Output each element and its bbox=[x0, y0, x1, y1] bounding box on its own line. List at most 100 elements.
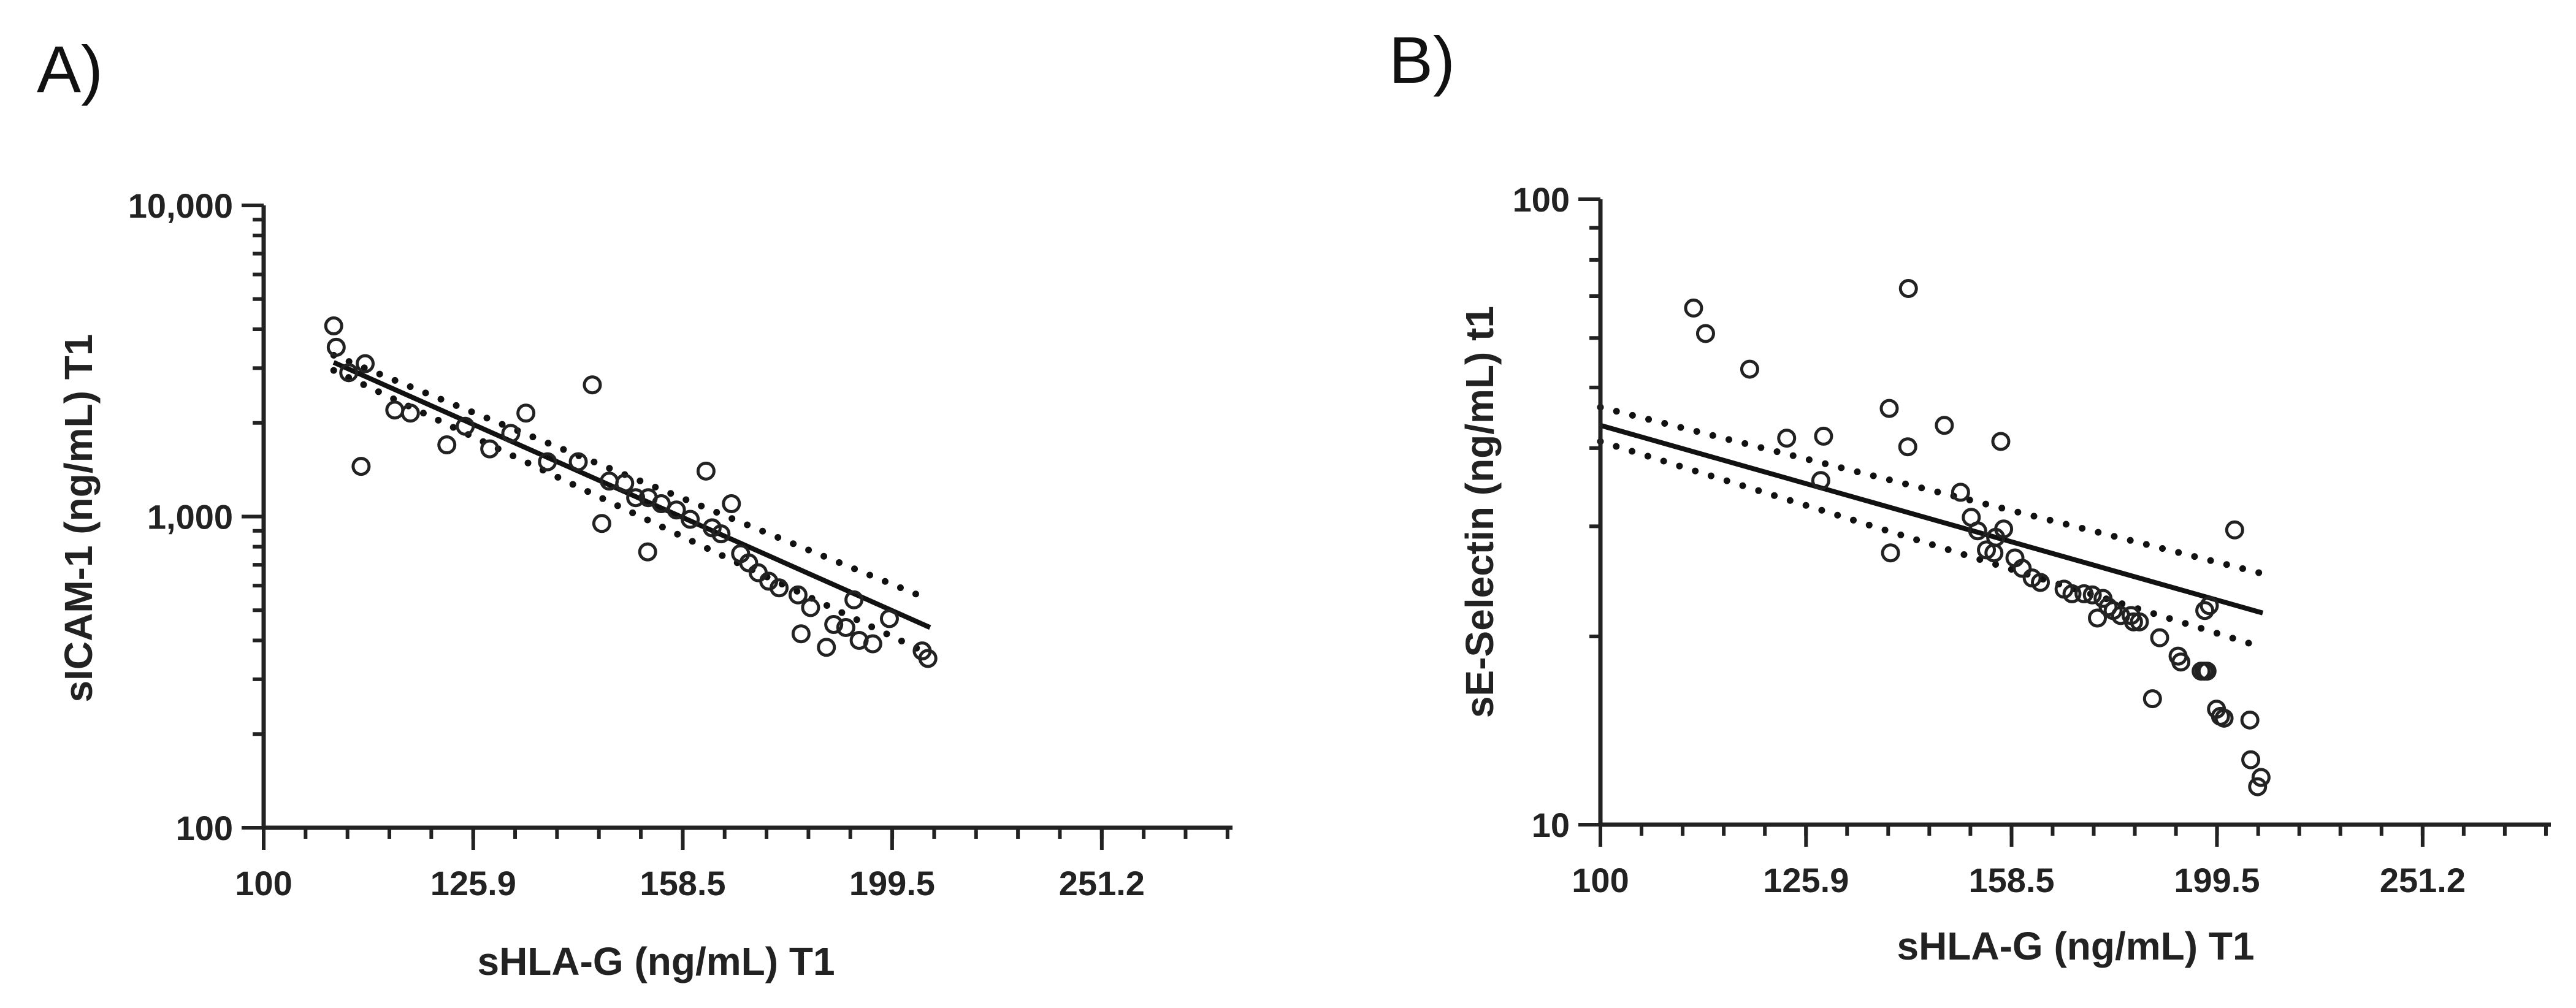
data-point-b bbox=[1994, 519, 2014, 539]
data-point-b bbox=[2142, 689, 2162, 709]
chart-panel-a: A) 100 125.9 158.5 199.5 251.2 100 1,000 10,000… bbox=[37, 32, 1233, 983]
data-point-a bbox=[626, 488, 646, 508]
data-point-b bbox=[1968, 521, 1987, 541]
data-point-b bbox=[2197, 662, 2217, 681]
panel-label-a: A) bbox=[37, 32, 103, 106]
x-tick-label-a: 199.5 bbox=[849, 864, 935, 903]
y-tick-label-b: 10 bbox=[1532, 806, 1570, 844]
confidence-band-a bbox=[330, 351, 934, 659]
data-point-a bbox=[791, 624, 811, 644]
y-axis-title-a: sICAM-1 (ng/mL) T1 bbox=[56, 334, 101, 703]
data-point-b bbox=[2241, 750, 2261, 769]
data-point-a bbox=[722, 494, 741, 513]
data-point-a bbox=[739, 553, 759, 573]
data-point-a bbox=[863, 634, 882, 654]
data-point-b bbox=[1814, 426, 1833, 446]
fit-line-b bbox=[1599, 422, 2264, 616]
data-point-a bbox=[801, 598, 820, 617]
data-point-a bbox=[770, 578, 789, 598]
data-point-a bbox=[696, 461, 716, 481]
data-point-a bbox=[385, 400, 405, 420]
data-point-b bbox=[1811, 471, 1830, 491]
data-point-b bbox=[2248, 777, 2268, 796]
data-point-a bbox=[480, 439, 500, 459]
y-tick-label-a: 1,000 bbox=[147, 498, 233, 536]
x-tick-label-b: 199.5 bbox=[2174, 861, 2260, 899]
x-tick-label-b: 158.5 bbox=[1968, 861, 2054, 899]
data-point-b bbox=[2251, 768, 2271, 787]
data-point-b bbox=[2031, 573, 2050, 592]
x-tick-label-a: 158.5 bbox=[640, 864, 725, 903]
ci-lower-line-b bbox=[1597, 438, 2266, 651]
fit-line-group-a bbox=[332, 360, 931, 630]
panel-label-b: B) bbox=[1389, 23, 1455, 97]
data-point-a bbox=[788, 585, 808, 605]
data-point-a bbox=[326, 337, 346, 357]
data-point-b bbox=[2062, 584, 2082, 603]
confidence-band-b bbox=[1597, 403, 2266, 651]
fit-line-a bbox=[332, 360, 931, 630]
fit-line-group-b bbox=[1599, 422, 2264, 616]
data-point-b bbox=[1898, 279, 1918, 299]
data-point-b bbox=[1684, 298, 1703, 318]
data-point-b bbox=[2123, 612, 2143, 632]
data-points-b bbox=[1684, 279, 2271, 796]
data-point-a bbox=[638, 542, 657, 562]
data-point-b bbox=[1879, 399, 1899, 418]
data-point-a bbox=[711, 524, 731, 544]
ci-upper-line-b bbox=[1597, 403, 2266, 578]
data-point-b bbox=[2200, 596, 2219, 616]
data-point-a bbox=[351, 457, 371, 476]
data-point-a bbox=[681, 510, 700, 529]
data-point-a bbox=[651, 494, 671, 513]
data-point-a bbox=[844, 590, 864, 609]
data-point-b bbox=[2012, 559, 2032, 578]
data-point-a bbox=[324, 316, 343, 336]
x-tick-label-a: 100 bbox=[235, 864, 292, 903]
data-point-a bbox=[400, 403, 420, 423]
data-point-b bbox=[2225, 520, 2244, 540]
x-tick-label-a: 251.2 bbox=[1059, 864, 1145, 903]
data-point-a bbox=[501, 424, 521, 443]
data-point-a bbox=[516, 403, 536, 423]
y-tick-label-b: 100 bbox=[1513, 180, 1570, 219]
data-point-b bbox=[1951, 483, 1970, 502]
data-point-a bbox=[615, 473, 635, 493]
y-tick-label-a: 10,000 bbox=[128, 186, 233, 225]
data-point-a bbox=[339, 363, 359, 383]
data-point-a bbox=[918, 649, 938, 668]
data-point-b bbox=[1991, 432, 2011, 451]
data-point-b bbox=[1740, 359, 1759, 379]
data-point-b bbox=[1935, 416, 1954, 435]
data-point-b bbox=[1898, 437, 1917, 457]
data-point-a bbox=[836, 617, 855, 637]
x-axis-title-a: sHLA-G (ng/mL) T1 bbox=[477, 939, 835, 983]
data-point-a bbox=[824, 614, 844, 634]
data-point-b bbox=[1881, 543, 1900, 563]
data-point-a bbox=[817, 638, 836, 657]
x-axis-title-b: sHLA-G (ng/mL) T1 bbox=[1897, 924, 2254, 968]
x-tick-label-b: 125.9 bbox=[1763, 861, 1849, 899]
data-point-a bbox=[437, 435, 457, 455]
data-point-b bbox=[1777, 429, 1797, 448]
x-tick-label-b: 251.2 bbox=[2380, 861, 2466, 899]
axes-a: 100 125.9 158.5 199.5 251.2 100 1,000 10,000 bbox=[128, 186, 1233, 903]
data-point-b bbox=[2150, 628, 2169, 647]
data-point-a bbox=[583, 375, 602, 395]
data-point-b bbox=[1695, 324, 1715, 343]
data-points-a bbox=[324, 316, 938, 668]
data-point-a bbox=[568, 452, 588, 472]
x-tick-label-b: 100 bbox=[1572, 861, 1629, 899]
data-point-a bbox=[356, 354, 375, 373]
data-point-b bbox=[2195, 601, 2215, 620]
data-point-b bbox=[2171, 652, 2191, 672]
data-point-b bbox=[2240, 710, 2260, 730]
data-point-a bbox=[456, 416, 475, 436]
y-tick-label-a: 100 bbox=[176, 809, 233, 847]
data-point-a bbox=[667, 500, 686, 520]
data-point-b bbox=[2082, 585, 2102, 605]
data-point-b bbox=[2214, 708, 2234, 728]
